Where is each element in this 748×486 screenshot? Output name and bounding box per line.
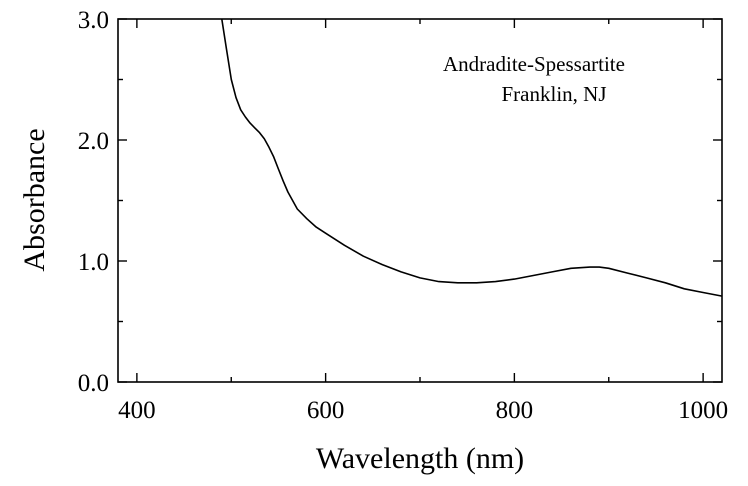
y-tick-label: 3.0 xyxy=(78,7,109,34)
annotation-mineral: Andradite-Spessartite xyxy=(443,52,625,76)
annotation-locality: Franklin, NJ xyxy=(502,82,607,106)
x-axis-title: Wavelength (nm) xyxy=(316,442,524,475)
plot-frame xyxy=(117,18,723,383)
plot-area: 400 600 800 1000 0.0 1.0 2.0 3.0 xyxy=(78,7,728,424)
absorbance-series-line xyxy=(221,18,723,297)
x-tick-label: 1000 xyxy=(678,397,728,424)
y-tick-label: 1.0 xyxy=(78,249,109,276)
x-tick-label: 800 xyxy=(496,397,534,424)
y-tick-label: 0.0 xyxy=(78,370,109,397)
x-tick-label: 400 xyxy=(118,397,156,424)
x-tick-label: 600 xyxy=(307,397,345,424)
y-axis-title: Absorbance xyxy=(18,128,51,271)
y-tick-label: 2.0 xyxy=(78,128,109,155)
